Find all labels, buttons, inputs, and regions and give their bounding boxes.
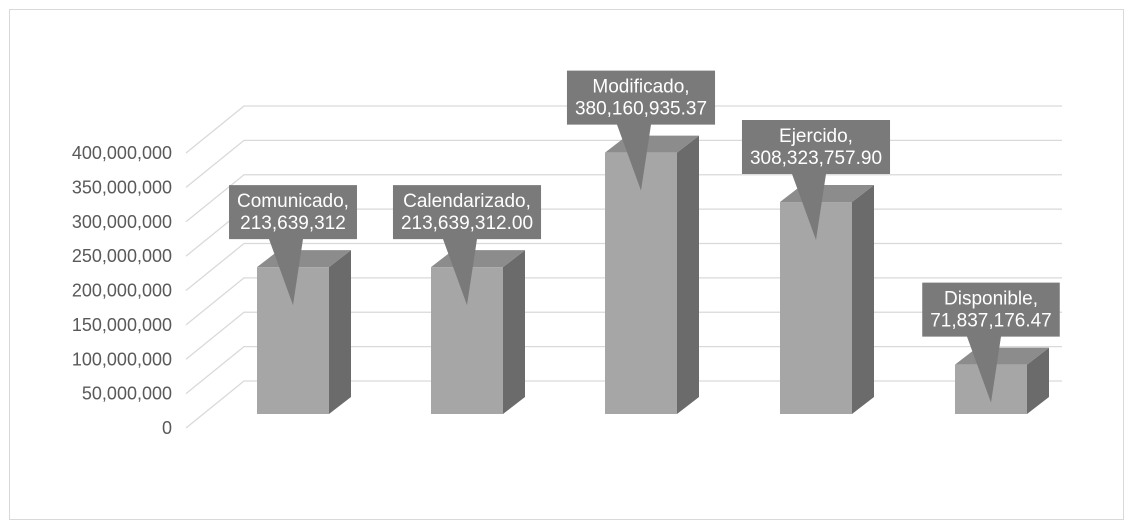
y-axis-ticks: 0 50,000,000 100,000,000 150,000,000 200,000… bbox=[72, 143, 172, 438]
y-tick-label: 200,000,000 bbox=[72, 281, 172, 301]
data-label-shape bbox=[229, 185, 357, 306]
data-label-text: Modificado, bbox=[592, 77, 689, 98]
data-label-text: Disponible, bbox=[944, 289, 1038, 310]
bar-side bbox=[503, 250, 525, 414]
data-label-text: 213,639,312.00 bbox=[401, 213, 533, 234]
data-label-text: 71,837,176.47 bbox=[930, 311, 1052, 332]
data-label-shape bbox=[922, 282, 1060, 403]
bar bbox=[431, 250, 525, 414]
data-label-callout: Ejercido,308,323,757.90 bbox=[741, 120, 891, 241]
chart-frame bbox=[9, 9, 1124, 520]
bars bbox=[257, 135, 1049, 415]
bar bbox=[780, 185, 874, 414]
data-label-text: Calendarizado, bbox=[403, 191, 531, 212]
data-label-text: 213,639,312 bbox=[240, 213, 346, 234]
y-tick-label: 150,000,000 bbox=[72, 315, 172, 335]
gridline bbox=[185, 174, 1062, 223]
data-label-shape bbox=[566, 70, 716, 191]
bar-side bbox=[329, 250, 351, 414]
bar-side bbox=[852, 185, 874, 414]
y-tick-label: 350,000,000 bbox=[72, 177, 172, 197]
gridline bbox=[185, 105, 1062, 154]
data-labels: Comunicado,213,639,312Calendarizado,213,… bbox=[229, 70, 1060, 403]
bar-front bbox=[605, 152, 677, 415]
data-label-shape bbox=[392, 185, 542, 306]
y-tick-label: 100,000,000 bbox=[72, 349, 172, 369]
bar bbox=[605, 135, 699, 415]
bar-side bbox=[677, 135, 699, 415]
y-tick-label: 400,000,000 bbox=[72, 143, 172, 163]
data-label-callout: Comunicado,213,639,312 bbox=[229, 185, 357, 306]
bar-side bbox=[1027, 347, 1049, 414]
data-label-callout: Modificado,380,160,935.37 bbox=[566, 70, 716, 191]
data-label-text: Comunicado, bbox=[237, 191, 349, 212]
data-label-text: 380,160,935.37 bbox=[575, 99, 707, 120]
bar bbox=[955, 347, 1049, 414]
bar bbox=[257, 250, 351, 414]
data-label-callout: Disponible,71,837,176.47 bbox=[922, 282, 1060, 403]
y-tick-label: 50,000,000 bbox=[82, 384, 172, 404]
y-tick-label: 250,000,000 bbox=[72, 246, 172, 266]
y-tick-label: 0 bbox=[162, 418, 172, 438]
data-label-text: 308,323,757.90 bbox=[750, 148, 882, 169]
data-label-text: Ejercido, bbox=[779, 126, 853, 147]
data-label-callout: Calendarizado,213,639,312.00 bbox=[392, 185, 542, 306]
y-tick-label: 300,000,000 bbox=[72, 212, 172, 232]
data-label-shape bbox=[741, 120, 891, 241]
